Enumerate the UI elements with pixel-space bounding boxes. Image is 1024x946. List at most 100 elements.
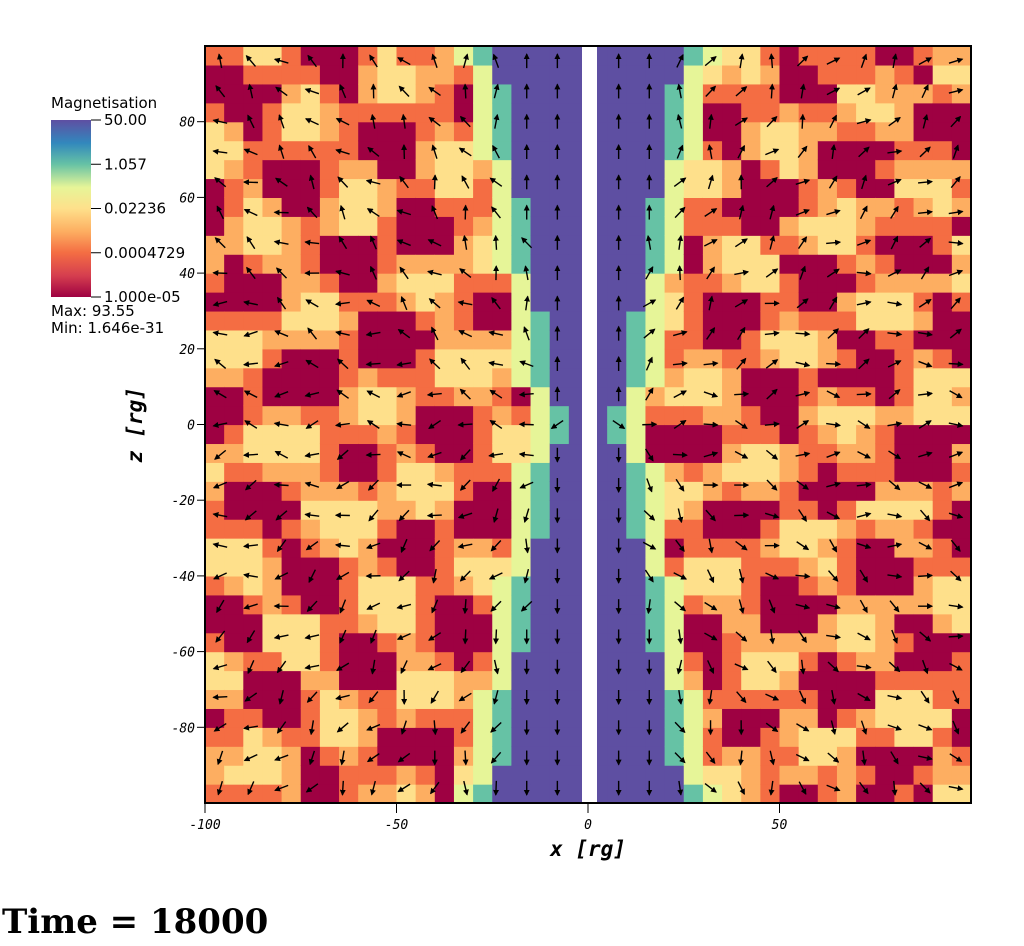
heatmap-cell <box>224 64 244 85</box>
heatmap-cell <box>741 613 761 634</box>
heatmap-cell <box>377 424 398 445</box>
heatmap-cell <box>645 651 666 672</box>
vector-arrow <box>216 780 224 796</box>
heatmap-cell <box>453 519 474 539</box>
heatmap-cell <box>549 178 570 198</box>
heatmap-cell <box>702 443 723 463</box>
vector-arrow <box>830 144 837 160</box>
y-tick-label: 0 <box>187 419 195 434</box>
heatmap-cell <box>722 64 742 85</box>
vector-arrow <box>212 542 228 549</box>
heatmap-cell <box>358 273 378 293</box>
heatmap-cell <box>377 500 398 520</box>
heatmap-cell <box>913 765 934 785</box>
heatmap-cell <box>722 367 742 388</box>
heatmap-cell <box>836 538 857 558</box>
heatmap-cell <box>664 235 685 255</box>
vector-arrow <box>948 451 964 458</box>
heatmap-cell <box>319 519 340 539</box>
heatmap-cell <box>473 329 493 350</box>
heatmap-cell <box>511 708 532 728</box>
heatmap-cell <box>894 216 915 236</box>
heatmap-cell <box>913 386 934 407</box>
heatmap-cell <box>339 329 359 350</box>
heatmap-cell <box>492 46 512 66</box>
heatmap-cell <box>396 386 417 407</box>
heatmap-cell <box>913 292 934 312</box>
heatmap-cell <box>913 594 934 615</box>
heatmap-cell <box>856 348 876 369</box>
heatmap-cell <box>205 178 225 198</box>
vector-arrow <box>799 83 806 99</box>
heatmap-cell <box>683 670 704 691</box>
heatmap-cell <box>664 121 685 142</box>
heatmap-cell <box>817 424 838 445</box>
vector-arrow <box>462 780 469 796</box>
heatmap-cell <box>856 292 876 312</box>
heatmap-cell <box>664 727 685 747</box>
heatmap-cell <box>722 575 742 596</box>
vector-arrow <box>765 722 779 732</box>
heatmap-cell <box>453 159 474 180</box>
vector-arrow <box>213 390 227 399</box>
vector-arrow <box>278 114 285 129</box>
heatmap-cell <box>932 784 953 804</box>
heatmap-cell <box>607 348 627 369</box>
heatmap-cell <box>224 708 244 728</box>
heatmap-cell <box>932 689 953 709</box>
heatmap-cell <box>722 254 742 274</box>
heatmap-cell <box>894 670 915 691</box>
heatmap-cell <box>281 102 302 123</box>
vector-arrow <box>488 452 504 459</box>
heatmap-cell <box>913 538 934 558</box>
vector-arrow <box>643 510 656 521</box>
heatmap-cell <box>205 556 225 577</box>
vector-arrow <box>673 419 687 430</box>
heatmap-cell <box>434 765 455 785</box>
heatmap-cell <box>741 670 761 691</box>
vector-arrow <box>273 57 289 64</box>
vector-arrow <box>827 570 839 582</box>
heatmap-cell <box>836 310 857 331</box>
heatmap-cell <box>798 329 819 350</box>
heatmap-cell <box>339 216 359 236</box>
heatmap-cell <box>836 140 857 161</box>
heatmap-cell <box>741 83 761 104</box>
heatmap-cell <box>281 651 302 672</box>
heatmap-cell <box>951 575 972 596</box>
heatmap-cell <box>358 594 378 615</box>
vector-arrow <box>703 421 719 428</box>
heatmap-cell <box>300 46 321 66</box>
vector-arrow <box>799 113 806 129</box>
heatmap-cell <box>511 140 532 161</box>
vector-arrow <box>493 780 499 796</box>
heatmap-cell <box>224 424 244 445</box>
heatmap-cell <box>377 273 398 293</box>
heatmap-cell <box>396 689 417 709</box>
heatmap-cell <box>377 83 398 104</box>
y-tick-label: -20 <box>172 494 196 509</box>
heatmap-cell <box>817 632 838 653</box>
heatmap-cell <box>741 556 761 577</box>
vector-arrow <box>488 572 503 580</box>
heatmap-cell <box>262 159 283 180</box>
heatmap-cell <box>607 310 627 331</box>
heatmap-cell <box>875 159 895 180</box>
heatmap-cell <box>779 405 800 426</box>
heatmap-cell <box>281 348 302 369</box>
heatmap-cell <box>281 254 302 274</box>
heatmap-cell <box>300 727 321 747</box>
heatmap-cell <box>951 481 972 501</box>
heatmap-cell <box>243 538 264 558</box>
heatmap-cell <box>894 462 915 482</box>
vector-arrow <box>305 540 319 551</box>
vector-arrow <box>948 269 964 277</box>
heatmap-cell <box>473 556 493 577</box>
heatmap-cell <box>702 121 723 142</box>
heatmap-cell <box>875 538 895 558</box>
heatmap-cell <box>530 746 551 766</box>
heatmap-cell <box>224 651 244 672</box>
vector-arrow <box>492 478 501 493</box>
heatmap-cell <box>415 556 436 577</box>
heatmap-cell <box>875 140 895 161</box>
